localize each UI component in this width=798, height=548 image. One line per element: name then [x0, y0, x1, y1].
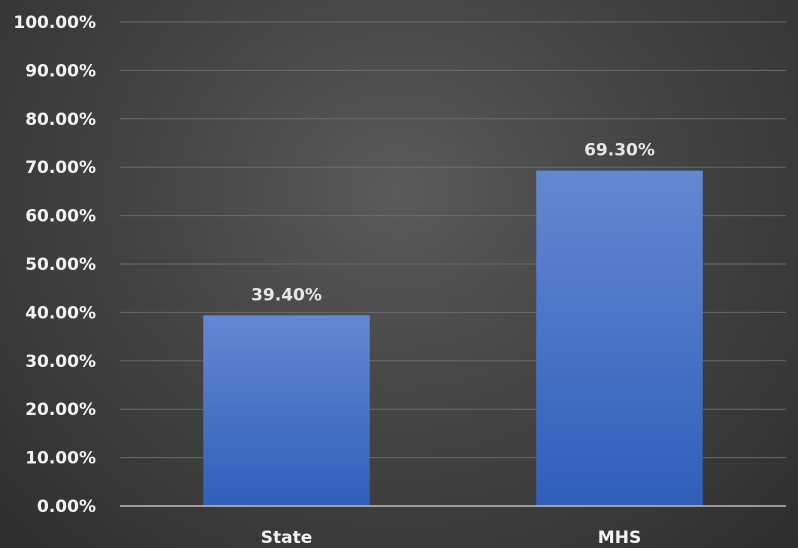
y-tick-label: 100.00% [13, 13, 96, 33]
y-tick-label: 50.00% [25, 255, 96, 275]
x-axis-category-labels: State MHS [261, 528, 641, 548]
bar-mhs [536, 170, 703, 506]
data-label-mhs: 69.30% [584, 141, 655, 161]
y-tick-label: 70.00% [25, 158, 96, 178]
y-tick-label: 60.00% [25, 207, 96, 227]
data-label-state: 39.40% [251, 285, 322, 305]
y-tick-label: 80.00% [25, 110, 96, 130]
category-label-mhs: MHS [598, 528, 641, 548]
bars [203, 170, 703, 506]
y-tick-label: 40.00% [25, 303, 96, 323]
bar-state [203, 315, 370, 506]
y-tick-label: 30.00% [25, 352, 96, 372]
category-label-state: State [261, 528, 313, 548]
y-tick-label: 0.00% [37, 497, 96, 517]
y-tick-label: 20.00% [25, 400, 96, 420]
y-tick-label: 90.00% [25, 61, 96, 81]
y-tick-label: 10.00% [25, 449, 96, 469]
y-axis-tick-labels: 0.00% 10.00% 20.00% 30.00% 40.00% 50.00% 60.00… [13, 13, 96, 517]
data-labels: 39.40% 69.30% [251, 141, 655, 306]
